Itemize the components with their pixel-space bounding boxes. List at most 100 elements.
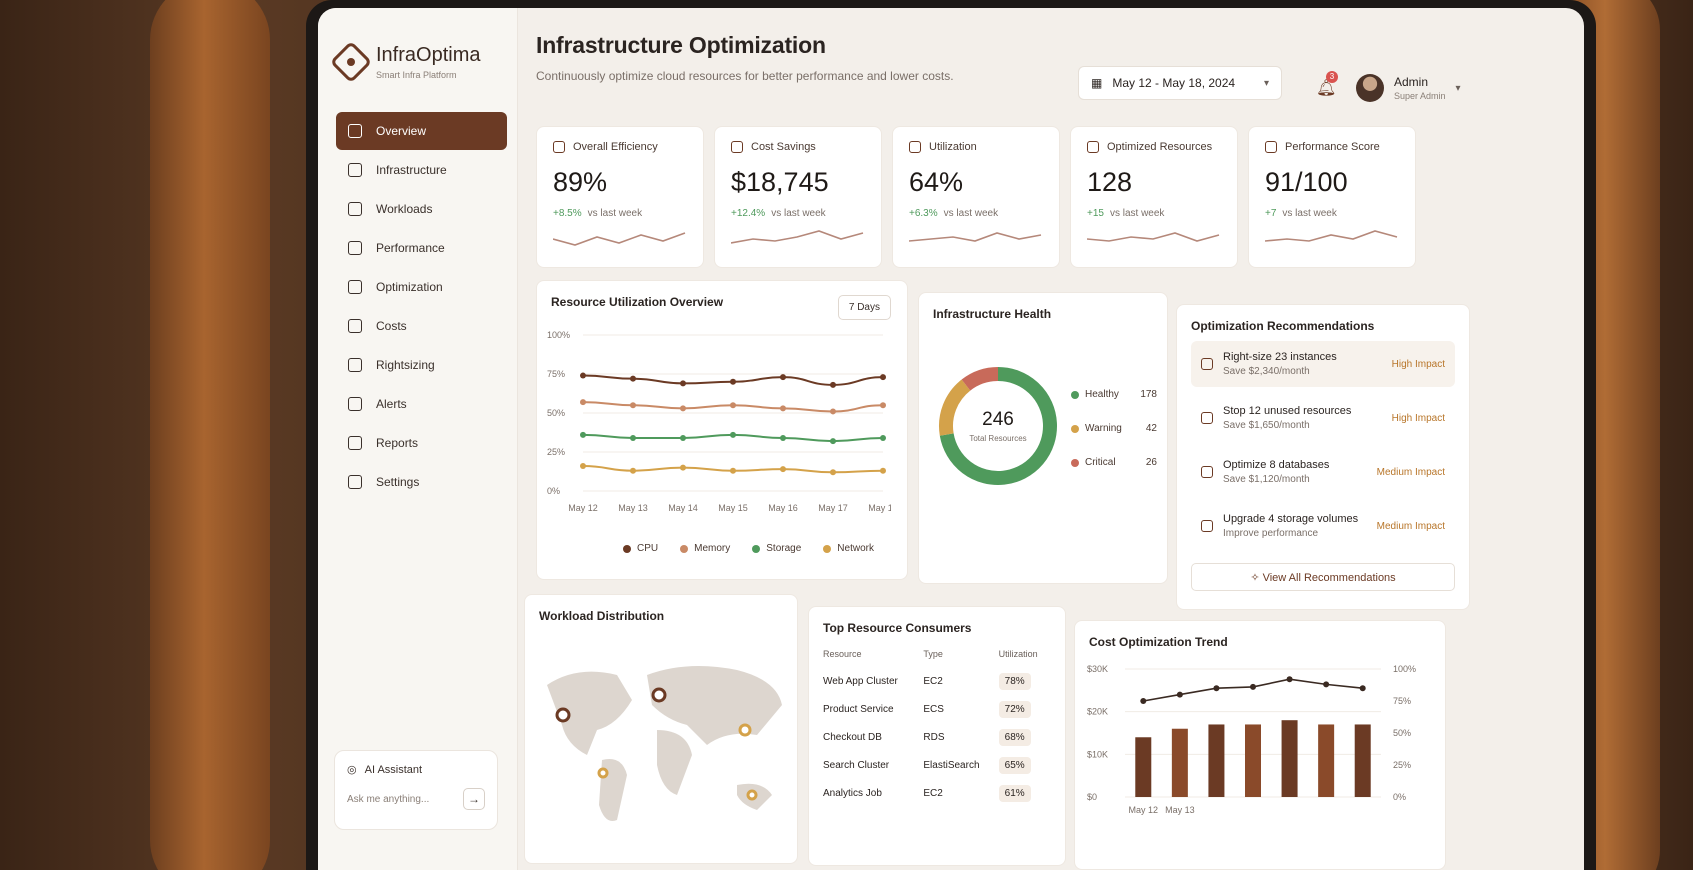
data-point[interactable] — [580, 372, 586, 379]
panel-title: Workload Distribution — [539, 609, 665, 623]
sidebar-item-workloads[interactable]: Workloads — [336, 190, 507, 228]
data-point[interactable] — [830, 438, 836, 445]
data-point[interactable] — [1323, 681, 1330, 688]
data-point[interactable] — [730, 431, 736, 438]
cost-bar[interactable] — [1171, 728, 1188, 797]
data-point[interactable] — [680, 405, 686, 412]
data-point[interactable] — [630, 375, 636, 382]
data-point[interactable] — [730, 378, 736, 385]
data-point[interactable] — [1250, 683, 1256, 690]
data-point[interactable] — [880, 374, 886, 381]
data-point[interactable] — [780, 434, 786, 441]
legend-item[interactable]: Memory — [680, 543, 730, 554]
data-point[interactable] — [730, 402, 736, 409]
sparkline — [1086, 232, 1220, 242]
data-point[interactable] — [830, 381, 836, 388]
table-row[interactable]: Product Service ECS 72% — [823, 695, 1051, 723]
cost-bar[interactable] — [1208, 724, 1225, 797]
map-marker[interactable] — [555, 707, 571, 723]
sidebar-item-reports[interactable]: Reports — [336, 424, 507, 462]
data-point[interactable] — [1359, 685, 1366, 692]
sidebar-item-infrastructure[interactable]: Infrastructure — [336, 151, 507, 189]
sidebar-item-label: Costs — [376, 319, 407, 333]
kpi-delta-value: +7 — [1265, 208, 1277, 219]
data-point[interactable] — [1286, 676, 1293, 683]
data-point[interactable] — [580, 399, 586, 406]
cost-bar[interactable] — [1281, 720, 1298, 797]
table-row[interactable]: Checkout DB RDS 68% — [823, 723, 1051, 751]
data-point[interactable] — [630, 434, 636, 441]
map-marker[interactable] — [597, 767, 609, 779]
legend-label: Memory — [694, 543, 731, 554]
sidebar-item-optimization[interactable]: Optimization — [336, 268, 507, 306]
data-point[interactable] — [780, 374, 786, 381]
y-right-tick: 50% — [1393, 728, 1411, 738]
cost-bar[interactable] — [1135, 737, 1152, 797]
data-point[interactable] — [880, 467, 886, 474]
data-point[interactable] — [630, 467, 636, 474]
sidebar-item-label: Reports — [376, 436, 419, 450]
user-menu[interactable]: Admin Super Admin ▾ — [1356, 74, 1461, 102]
data-point[interactable] — [580, 431, 586, 438]
table-row[interactable]: Analytics Job EC2 61% — [823, 779, 1051, 807]
legend-item[interactable]: CPU — [623, 543, 658, 554]
data-point[interactable] — [680, 464, 686, 471]
legend-item[interactable]: Storage — [752, 543, 801, 554]
send-button[interactable]: → — [463, 788, 485, 810]
sidebar-item-costs[interactable]: Costs — [336, 307, 507, 345]
legend-label: Healthy — [1085, 389, 1119, 400]
table-row[interactable]: Web App Cluster EC2 78% — [823, 667, 1051, 695]
table-row[interactable]: Search Cluster ElastiSearch 65% — [823, 751, 1051, 779]
data-point[interactable] — [580, 463, 586, 470]
kpi-card: Performance Score 91/100 +7 vs last week — [1248, 126, 1416, 268]
donut-segment-healthy[interactable] — [939, 367, 1057, 485]
data-point[interactable] — [780, 405, 786, 412]
view-all-recommendations-button[interactable]: ✧ View All Recommendations — [1191, 563, 1455, 591]
sparkline — [908, 232, 1042, 242]
data-point[interactable] — [1140, 698, 1147, 704]
impact-badge: Medium Impact — [1376, 520, 1445, 532]
health-legend-item: Healthy 178 — [1071, 389, 1157, 400]
map-marker[interactable] — [651, 687, 667, 703]
notification-badge: 3 — [1326, 71, 1338, 83]
sidebar-item-performance[interactable]: Performance — [336, 229, 507, 267]
ai-assistant-input[interactable]: Ask me anything... — [347, 793, 430, 805]
cost-bar[interactable] — [1318, 724, 1335, 797]
data-point[interactable] — [780, 466, 786, 473]
data-point[interactable] — [1176, 691, 1183, 698]
recommendation-item[interactable]: Stop 12 unused resources Save $1,650/mont… — [1191, 395, 1455, 441]
data-point[interactable] — [880, 402, 886, 409]
map-marker[interactable] — [746, 789, 758, 801]
donut-segment-critical[interactable] — [961, 367, 999, 391]
range-select[interactable]: 7 Days — [837, 295, 891, 320]
main-content: Infrastructure Optimization Continuously… — [518, 8, 1584, 870]
legend-item[interactable]: Network — [823, 543, 874, 554]
kpi-delta-value: +8.5% — [553, 208, 582, 219]
data-point[interactable] — [680, 434, 686, 441]
data-point[interactable] — [880, 434, 886, 441]
map-marker[interactable] — [738, 723, 752, 737]
data-point[interactable] — [830, 408, 836, 415]
sidebar-item-settings[interactable]: Settings — [336, 463, 507, 501]
sidebar-item-rightsizing[interactable]: Rightsizing — [336, 346, 507, 384]
data-point[interactable] — [630, 402, 636, 409]
notification-bell-icon[interactable]: 🔔︎ — [1316, 80, 1337, 97]
sidebar-item-alerts[interactable]: Alerts — [336, 385, 507, 423]
recommendation-item[interactable]: Upgrade 4 storage volumes Improve perform… — [1191, 503, 1455, 549]
cost-bar[interactable] — [1245, 724, 1261, 797]
cost-bar[interactable] — [1354, 724, 1371, 797]
data-point[interactable] — [1213, 685, 1220, 692]
data-point[interactable] — [680, 380, 686, 387]
recommendation-item[interactable]: Right-size 23 instances Save $2,340/month… — [1191, 341, 1455, 387]
x-tick-label: May 16 — [768, 503, 798, 513]
kpi-delta: +6.3% vs last week — [909, 208, 1043, 219]
date-range-picker[interactable]: ▦ May 12 - May 18, 2024 ▾ — [1078, 66, 1282, 100]
data-point[interactable] — [830, 469, 836, 476]
consumers-table: Resource Type Utilization Web App Cluste… — [823, 645, 1051, 807]
donut-segment-warning[interactable] — [939, 379, 971, 436]
sidebar-item-overview[interactable]: Overview — [336, 112, 507, 150]
recommendation-item[interactable]: Optimize 8 databases Save $1,120/month Med… — [1191, 449, 1455, 495]
utilization-value: 78% — [998, 672, 1031, 690]
data-point[interactable] — [730, 467, 736, 474]
user-name: Admin — [1394, 75, 1429, 89]
